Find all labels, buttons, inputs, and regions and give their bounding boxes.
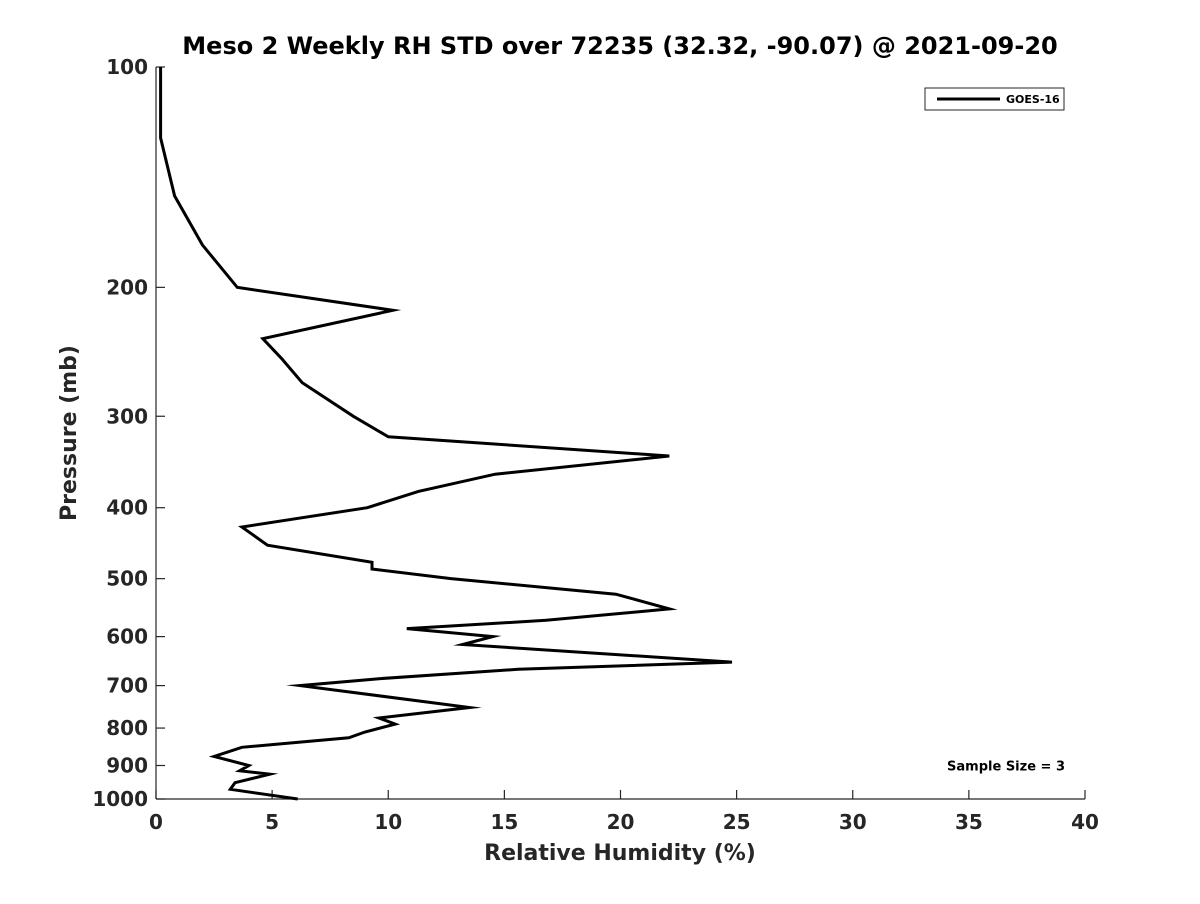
y-tick-label: 200 bbox=[106, 275, 148, 299]
x-axis-ticks: 0 5 10 15 20 25 30 35 40 bbox=[149, 790, 1099, 834]
y-tick-label: 100 bbox=[106, 55, 148, 79]
x-tick-label: 15 bbox=[490, 810, 518, 834]
y-tick-label: 500 bbox=[106, 567, 148, 591]
legend: GOES-16 bbox=[924, 87, 1065, 111]
x-tick-label: 10 bbox=[374, 810, 402, 834]
x-axis-label: Relative Humidity (%) bbox=[484, 841, 756, 866]
y-tick-label: 800 bbox=[106, 716, 148, 740]
x-tick-label: 35 bbox=[955, 810, 983, 834]
x-tick-label: 25 bbox=[723, 810, 751, 834]
x-tick-label: 30 bbox=[839, 810, 867, 834]
x-tick-label: 5 bbox=[265, 810, 279, 834]
series-line-goes-16 bbox=[159, 67, 733, 801]
y-axis-label: Pressure (mb) bbox=[57, 345, 82, 521]
legend-label-goes-16: GOES-16 bbox=[1006, 93, 1060, 106]
y-tick-label: 600 bbox=[106, 625, 148, 649]
y-tick-label: 900 bbox=[106, 754, 148, 778]
y-axis-ticks: 100 200 300 400 500 600 700 800 900 1000 bbox=[92, 55, 165, 811]
y-tick-label: 1000 bbox=[92, 787, 148, 811]
x-tick-label: 0 bbox=[149, 810, 163, 834]
series-layer bbox=[159, 67, 733, 801]
sample-size-annotation: Sample Size = 3 bbox=[947, 760, 1065, 775]
x-tick-label: 20 bbox=[607, 810, 635, 834]
plot-area: 0 5 10 15 20 25 30 35 40 100 200 300 400 500 600 700 80… bbox=[92, 55, 1099, 834]
y-tick-label: 700 bbox=[106, 674, 148, 698]
chart-title: Meso 2 Weekly RH STD over 72235 (32.32, … bbox=[182, 32, 1057, 60]
y-tick-label: 400 bbox=[106, 496, 148, 520]
x-tick-label: 40 bbox=[1071, 810, 1099, 834]
y-tick-label: 300 bbox=[106, 404, 148, 428]
